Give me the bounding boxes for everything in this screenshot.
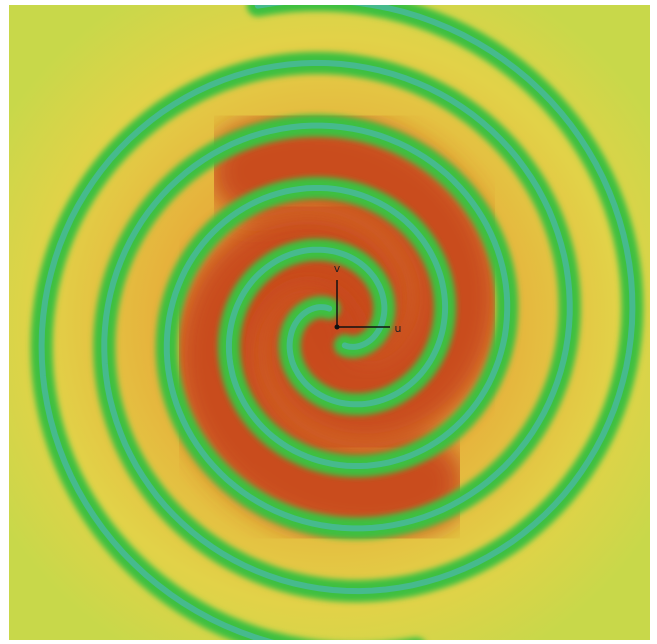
flow-visualization: v u: [0, 0, 657, 644]
u-label: u: [395, 322, 402, 335]
field: [9, 0, 650, 644]
v-label: v: [334, 262, 341, 275]
page: v u (() => { const data = JSON.parse(doc…: [0, 0, 657, 644]
origin: [335, 325, 340, 330]
